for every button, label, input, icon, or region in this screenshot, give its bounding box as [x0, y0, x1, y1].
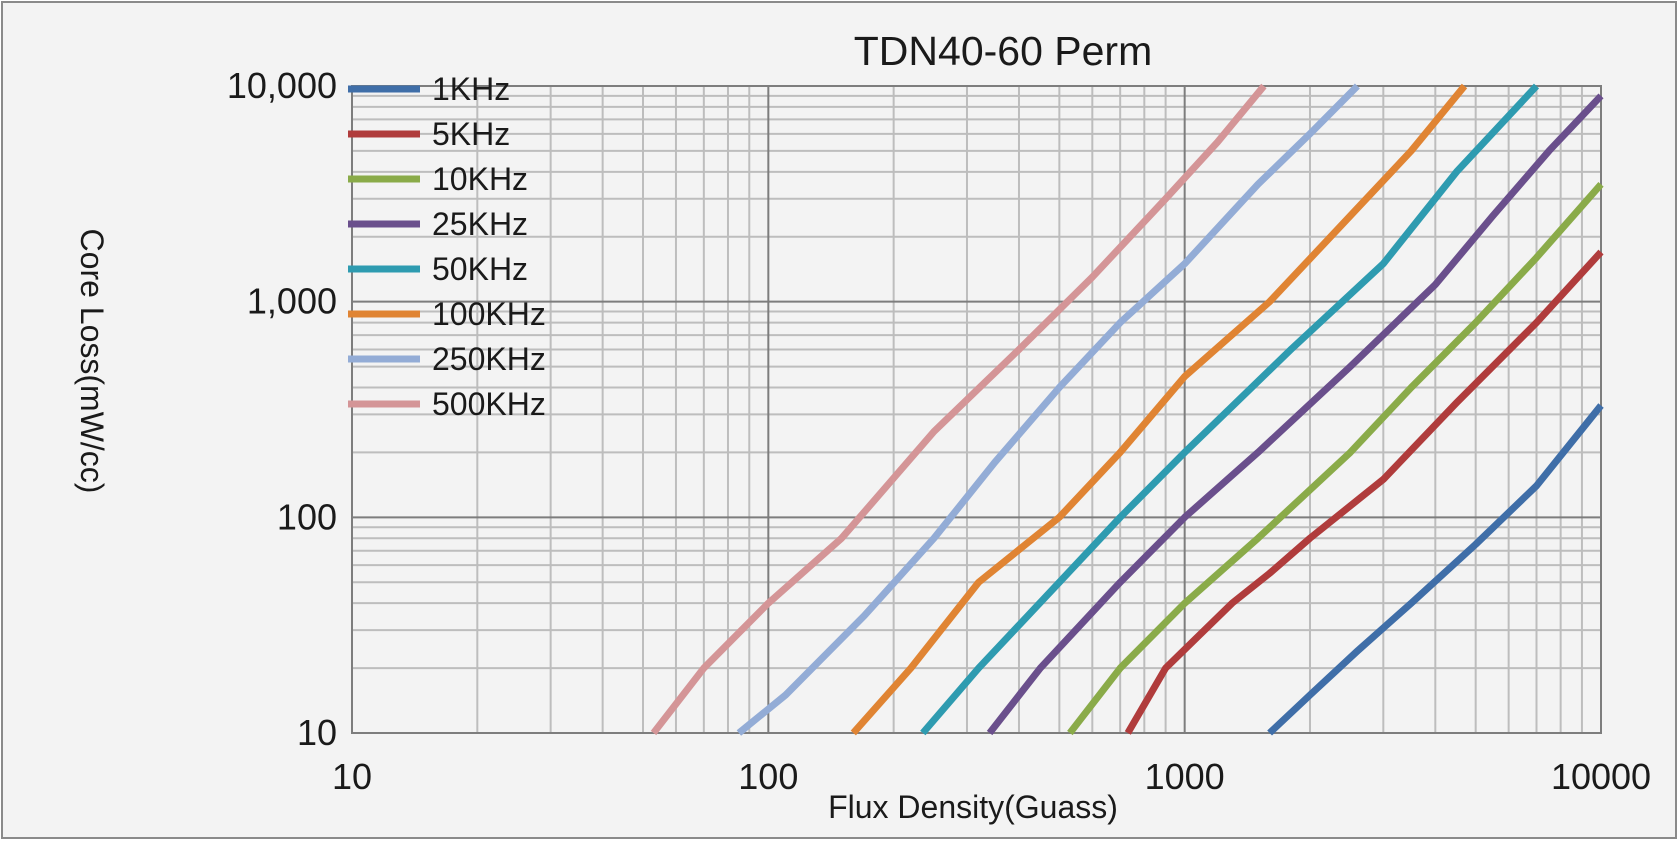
legend-label: 25KHz [432, 206, 528, 242]
x-tick-label: 1000 [1145, 756, 1225, 797]
x-axis-tick-labels: 10 100 1000 10000 [332, 756, 1651, 797]
x-tick-label: 10000 [1551, 756, 1651, 797]
series-line [736, 83, 1360, 736]
legend-label: 500KHz [432, 386, 546, 422]
chart-title: TDN40-60 Perm [854, 28, 1152, 74]
series-line [1267, 403, 1604, 736]
legend-label: 50KHz [432, 251, 528, 287]
legend-label: 1KHz [432, 71, 510, 107]
series-line [1124, 249, 1604, 735]
y-tick-label: 100 [277, 496, 337, 537]
series-line [850, 83, 1468, 736]
legend-label: 250KHz [432, 341, 546, 377]
x-tick-label: 100 [738, 756, 798, 797]
legend: 1KHz 5KHz 10KHz 25KHz 50KHz 100KHz 250KHz 500KH… [348, 71, 546, 422]
series-line [1067, 181, 1604, 736]
x-axis-label: Flux Density(Guass) [828, 789, 1118, 825]
y-tick-label: 10,000 [227, 65, 337, 106]
x-tick-label: 10 [332, 756, 372, 797]
series-line [920, 83, 1540, 736]
y-tick-label: 10 [297, 712, 337, 753]
y-tick-label: 1,000 [247, 281, 337, 322]
series-line [986, 93, 1604, 736]
y-axis-label: Core Loss(mW/cc) [74, 229, 110, 494]
series-lines [650, 83, 1604, 736]
core-loss-chart: 10 100 1000 10000 10 100 1,000 10,000 TDN40-60… [74, 28, 1651, 825]
legend-label: 5KHz [432, 116, 510, 152]
legend-label: 10KHz [432, 161, 528, 197]
y-axis-tick-labels: 10 100 1,000 10,000 [227, 65, 337, 753]
legend-label: 100KHz [432, 296, 546, 332]
series-line [650, 83, 1267, 736]
